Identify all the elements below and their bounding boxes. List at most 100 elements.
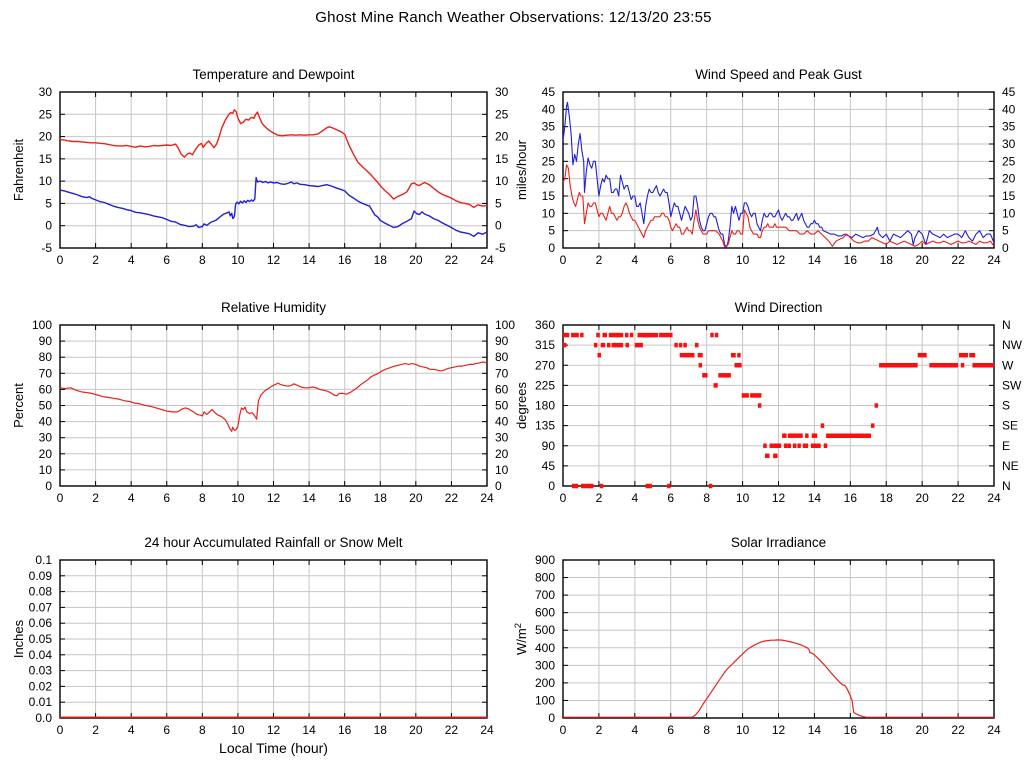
y-tick-label-left: 100	[535, 693, 555, 707]
peak-gust-series-line	[562, 101, 995, 248]
x-tick-label: 16	[338, 491, 352, 505]
x-tick-label: 2	[596, 723, 603, 737]
y-tick-label-right: NE	[1002, 459, 1019, 473]
y-tick-label-left: 5	[45, 196, 52, 210]
y-tick-label-left: 0.03	[29, 664, 53, 678]
y-tick-label-left: 0.04	[29, 648, 53, 662]
y-tick-label-right: 90	[495, 334, 509, 348]
y-tick-label-left: 35	[542, 120, 556, 134]
y-tick-label-right: SE	[1002, 419, 1018, 433]
x-tick-label: 16	[844, 491, 858, 505]
x-tick-label: 18	[374, 723, 388, 737]
x-axis-label: Local Time (hour)	[219, 740, 328, 756]
x-tick-label: 22	[445, 491, 459, 505]
y-tick-label-right: 20	[1002, 172, 1016, 186]
y-tick-label-right: 10	[495, 174, 509, 188]
x-tick-label: 6	[163, 253, 170, 267]
x-tick-label: 4	[631, 723, 638, 737]
y-tick-label-right: W	[1002, 358, 1014, 372]
y-tick-label-right: NW	[1002, 338, 1023, 352]
x-tick-label: 14	[808, 253, 822, 267]
y-tick-label-right: 20	[495, 130, 509, 144]
y-tick-label-right: S	[1002, 399, 1010, 413]
page-title: Ghost Mine Ranch Weather Observations: 1…	[315, 9, 712, 26]
x-tick-label: 16	[844, 723, 858, 737]
x-tick-label: 14	[302, 253, 316, 267]
y-tick-label-left: 0.05	[29, 632, 53, 646]
x-tick-label: 24	[480, 723, 494, 737]
x-tick-label: 12	[772, 723, 786, 737]
y-tick-label-right: 50	[495, 399, 509, 413]
y-tick-label-left: 20	[39, 447, 53, 461]
y-tick-label-left: 300	[535, 658, 555, 672]
y-tick-label-left: 0	[548, 241, 555, 255]
x-tick-label: 10	[736, 723, 750, 737]
y-tick-label-right: 70	[495, 366, 509, 380]
y-tick-label-left: 40	[542, 102, 556, 116]
y-axis-label: Fahrenheit	[11, 139, 26, 202]
x-tick-label: 24	[480, 253, 494, 267]
x-tick-label: 12	[772, 253, 786, 267]
x-tick-label: 18	[880, 723, 894, 737]
y-tick-label-right: 10	[495, 463, 509, 477]
y-tick-label-right: 25	[495, 107, 509, 121]
y-tick-label-right: 60	[495, 382, 509, 396]
y-tick-label-left: 400	[535, 641, 555, 655]
x-tick-label: 16	[844, 253, 858, 267]
y-tick-label-right: 15	[1002, 189, 1016, 203]
x-tick-label: 10	[736, 491, 750, 505]
x-tick-label: 22	[445, 723, 459, 737]
x-tick-label: 10	[736, 253, 750, 267]
x-tick-label: 20	[915, 491, 929, 505]
y-tick-label-left: 0.01	[29, 695, 53, 709]
x-tick-label: 2	[596, 253, 603, 267]
y-tick-label-right: 0	[495, 479, 502, 493]
y-axis-label: Inches	[11, 619, 26, 658]
x-tick-label: 14	[302, 723, 316, 737]
y-tick-label-right: -5	[495, 241, 506, 255]
y-tick-label-right: SW	[1002, 378, 1022, 392]
temperature-series-line	[59, 109, 488, 209]
y-tick-label-right: 10	[1002, 206, 1016, 220]
x-tick-label: 0	[560, 491, 567, 505]
y-tick-label-right: 80	[495, 350, 509, 364]
x-tick-label: 10	[231, 491, 245, 505]
y-tick-label-left: 0	[548, 711, 555, 725]
x-tick-label: 12	[772, 491, 786, 505]
y-tick-label-left: 0.08	[29, 585, 53, 599]
y-tick-label-left: 0.0	[35, 711, 52, 725]
x-tick-label: 2	[596, 491, 603, 505]
y-tick-label-right: N	[1002, 318, 1011, 332]
y-tick-label-right: 30	[495, 431, 509, 445]
y-tick-label-left: 5	[548, 224, 555, 238]
y-tick-label-right: 5	[1002, 224, 1009, 238]
y-tick-label-left: -5	[41, 241, 52, 255]
y-tick-label-right: 30	[495, 85, 509, 99]
y-tick-label-left: 135	[535, 419, 555, 433]
x-tick-label: 4	[631, 253, 638, 267]
y-tick-label-left: 0.02	[29, 679, 53, 693]
y-tick-label-left: 30	[39, 431, 53, 445]
x-tick-label: 2	[92, 253, 99, 267]
y-tick-label-left: 315	[535, 338, 555, 352]
x-tick-label: 14	[302, 491, 316, 505]
x-tick-label: 6	[667, 491, 674, 505]
y-tick-label-right: 30	[1002, 137, 1016, 151]
x-tick-label: 24	[987, 723, 1001, 737]
y-axis-label: W/m2	[513, 623, 529, 655]
dewpoint-series-line	[59, 176, 488, 238]
y-tick-label-left: 0	[45, 219, 52, 233]
x-tick-label: 8	[703, 723, 710, 737]
y-tick-label-left: 0.06	[29, 616, 53, 630]
chart-title: Solar Irradiance	[731, 535, 826, 550]
x-tick-label: 20	[409, 491, 423, 505]
y-tick-label-right: 35	[1002, 120, 1016, 134]
chart-title: 24 hour Accumulated Rainfall or Snow Mel…	[144, 535, 402, 550]
y-tick-label-right: 25	[1002, 154, 1016, 168]
y-tick-label-left: 20	[39, 130, 53, 144]
chart-title: Wind Direction	[735, 300, 823, 315]
x-tick-label: 20	[409, 253, 423, 267]
